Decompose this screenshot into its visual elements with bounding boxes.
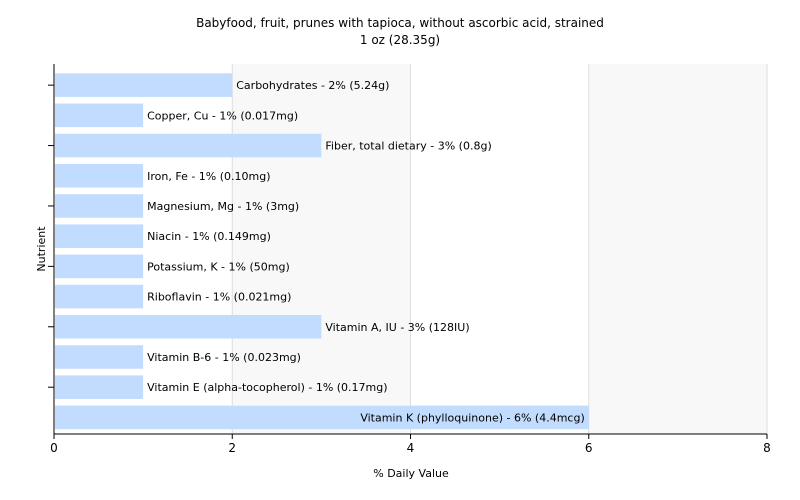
- bar: [55, 375, 144, 399]
- bar: [55, 405, 589, 430]
- bar: [55, 163, 144, 188]
- x-tick-label: 4: [407, 441, 415, 455]
- bar: [55, 73, 233, 97]
- bar: [55, 314, 322, 339]
- x-tick-label: 8: [763, 441, 771, 455]
- bars: Carbohydrates - 2% (5.24g) Copper, Cu - 1…: [55, 73, 589, 430]
- chart-subtitle: 1 oz (28.35g): [360, 33, 440, 47]
- bar-label: Riboflavin - 1% (0.021mg): [147, 291, 291, 304]
- bar-label: Carbohydrates - 2% (5.24g): [236, 79, 389, 92]
- bar: [55, 254, 144, 279]
- bar-label: Iron, Fe - 1% (0.10mg): [147, 170, 270, 183]
- bar-label: Vitamin E (alpha-tocopherol) - 1% (0.17m…: [147, 381, 387, 394]
- bar-label: Magnesium, Mg - 1% (3mg): [147, 200, 299, 213]
- bar: [55, 345, 144, 369]
- bar: [55, 133, 322, 158]
- bar: [55, 194, 144, 218]
- grid-band: [232, 64, 411, 434]
- x-tick-label: 6: [585, 441, 593, 455]
- chart-title: Babyfood, fruit, prunes with tapioca, wi…: [196, 16, 604, 30]
- bar-label: Niacin - 1% (0.149mg): [147, 230, 271, 243]
- bar: [55, 103, 144, 128]
- bar-label: Vitamin K (phylloquinone) - 6% (4.4mcg): [360, 411, 584, 424]
- bar-label: Potassium, K - 1% (50mg): [147, 260, 290, 273]
- bar-label: Vitamin A, IU - 3% (128IU): [325, 321, 469, 334]
- bar: [55, 224, 144, 248]
- y-axis-title: Nutrient: [35, 226, 48, 272]
- gridlines: [231, 64, 768, 434]
- x-tick-label: 2: [228, 441, 236, 455]
- bar-label: Vitamin B-6 - 1% (0.023mg): [147, 351, 301, 364]
- axes: 0 2 4 6 8: [48, 64, 771, 455]
- bar-label: Fiber, total dietary - 3% (0.8g): [325, 140, 491, 153]
- bar-label: Copper, Cu - 1% (0.017mg): [147, 109, 298, 122]
- bar: [55, 284, 144, 309]
- grid-band: [588, 64, 767, 434]
- x-axis-title: % Daily Value: [373, 467, 449, 480]
- x-tick-label: 0: [50, 441, 58, 455]
